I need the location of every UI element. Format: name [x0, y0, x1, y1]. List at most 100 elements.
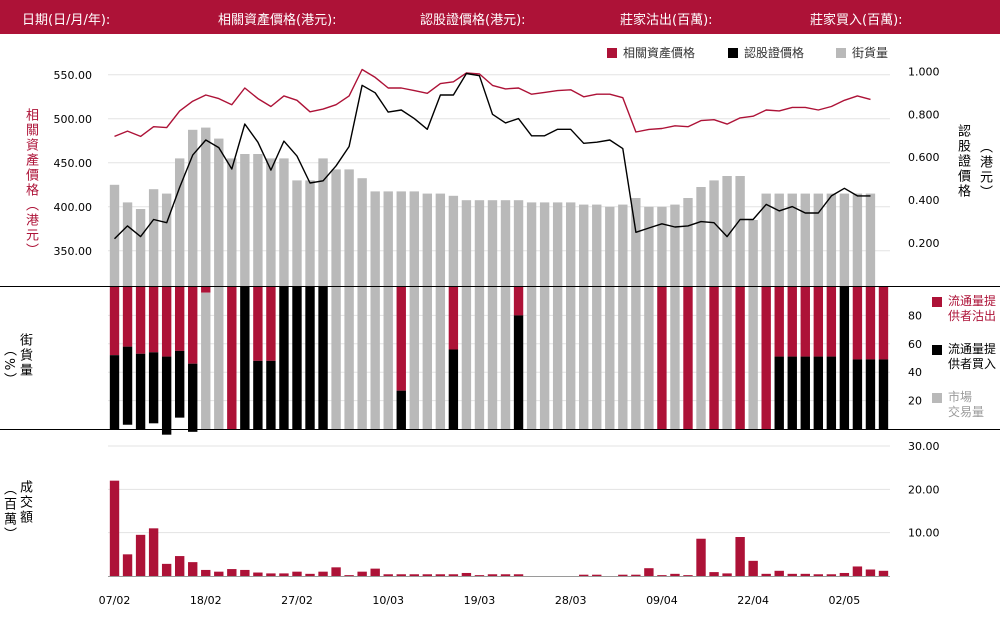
warrant-tick-label: 0.800 — [908, 108, 940, 121]
lp-sold-bar — [735, 287, 745, 429]
outstanding-bar — [396, 191, 406, 286]
lp-sold-bar — [122, 287, 133, 347]
turnover-bar — [214, 571, 224, 576]
lp-sold-bar — [148, 287, 159, 353]
turnover-bar — [305, 573, 315, 576]
turnover-bar — [344, 575, 354, 576]
underlying-tick-label: 450.00 — [54, 157, 93, 170]
legend-warrant-label: 認股證價格 — [744, 46, 805, 60]
lp-sold-bar — [174, 287, 185, 351]
legend-outstanding-swatch — [836, 48, 846, 58]
outstanding-bar — [383, 191, 393, 286]
outstanding-bar — [670, 204, 680, 286]
legend-underlying: 相關資產價格 — [607, 44, 695, 61]
outstanding-bar — [201, 127, 211, 286]
turnover-bar — [161, 563, 172, 576]
outstanding-bar — [787, 193, 797, 286]
market-volume-bar — [201, 292, 211, 429]
turnover-bar — [292, 571, 302, 576]
lp-sold-bar — [800, 287, 810, 357]
outstanding-bar — [709, 180, 719, 286]
outstanding-bar — [448, 195, 459, 286]
outstanding-bar — [240, 154, 250, 286]
lp-bought-bar — [188, 363, 198, 432]
turnover-bar — [435, 574, 446, 576]
outstanding-bar — [109, 184, 120, 286]
outstanding-bar — [526, 202, 537, 286]
lp-bought-bar — [109, 355, 120, 429]
percent-tick-label: 80 — [908, 309, 922, 322]
turnover-bar — [227, 569, 237, 576]
lp-sold-label: 莊家沽出(百萬): — [620, 13, 713, 28]
turnover-bar — [631, 574, 641, 576]
turnover-tick-label: 30.00 — [908, 440, 940, 453]
turnover-bar — [683, 575, 693, 576]
x-tick-label: 09/04 — [646, 594, 678, 607]
warrant-tick-label: 0.200 — [908, 237, 940, 250]
legend-market-volume-line2: 交易量 — [948, 405, 985, 419]
legend-lp-bought: 流通量提 供者買入 — [932, 342, 1000, 374]
legend-market-volume-swatch — [932, 393, 942, 403]
x-tick-label: 10/03 — [372, 594, 404, 607]
lp-bought-bar — [826, 356, 837, 429]
market-volume-bar — [500, 287, 511, 429]
legend-lp-sold-line1: 流通量提 — [948, 294, 997, 308]
market-volume-bar — [487, 287, 498, 429]
legend-underlying-swatch — [607, 48, 617, 58]
date-label: 日期(日/月/年): — [22, 13, 111, 28]
outstanding-bar — [696, 187, 706, 286]
warrant-axis-unit: （港元） — [977, 140, 992, 200]
lp-sold-bar — [253, 287, 263, 361]
legend-lp-sold-swatch — [932, 297, 942, 307]
lp-bought-bar — [878, 359, 889, 429]
underlying-tick-label: 550.00 — [54, 69, 93, 82]
lp-sold-bar — [266, 287, 276, 361]
turnover-bar — [461, 572, 472, 576]
market-volume-bar — [422, 287, 433, 429]
outstanding-bar — [331, 169, 341, 286]
legend-lp-bought-line1: 流通量提 — [948, 342, 997, 356]
outstanding-bar — [227, 158, 237, 286]
x-tick-label: 02/05 — [829, 594, 861, 607]
legend-market-volume-line1: 市場 — [948, 390, 973, 404]
outstanding-bar — [370, 191, 380, 286]
legend-lp-sold: 流通量提 供者沽出 — [932, 294, 1000, 326]
lp-bought-bar — [787, 356, 797, 429]
lp-sold-bar — [201, 287, 211, 293]
turnover-tick-label: 10.00 — [908, 527, 940, 540]
outstanding-bar — [279, 158, 289, 286]
turnover-bar — [787, 573, 797, 576]
market-volume-bar — [748, 287, 758, 429]
legend-lp-bought-line2: 供者買入 — [948, 357, 997, 371]
market-volume-bar — [644, 287, 654, 429]
turnover-bar — [253, 572, 263, 576]
turnover-axis-unit: （百萬） — [1, 482, 16, 542]
turnover-bar — [383, 574, 393, 576]
warrant-chart: 350.00 400.00 450.00 500.00 550.00 0.200 0.400… — [0, 65, 1000, 607]
market-volume-bar — [370, 287, 380, 429]
percent-axis-unit: （%） — [1, 343, 16, 388]
x-tick-label: 18/02 — [190, 594, 222, 607]
percent-tick-label: 40 — [908, 366, 922, 379]
header-bar: 日期(日/月/年): 相關資產價格(港元): 認股證價格(港元): 莊家沽出(百… — [0, 0, 1000, 34]
underlying-axis-title: 相關資產價格（港元） — [23, 108, 38, 258]
outstanding-bar — [188, 129, 198, 286]
warrant-axis-title: 認股證價格 — [955, 124, 970, 199]
outstanding-bar — [865, 193, 876, 286]
lp-bought-bar — [774, 356, 784, 429]
market-volume-bar — [670, 287, 680, 429]
outstanding-bar — [474, 200, 485, 286]
outstanding-bar — [722, 176, 732, 286]
market-volume-bar — [605, 287, 615, 429]
lp-sold-bar — [787, 287, 797, 357]
market-volume-bar — [474, 287, 485, 429]
legend-market-volume: 市場 交易量 — [932, 390, 1000, 422]
outstanding-bar — [292, 180, 302, 286]
market-volume-bar — [722, 287, 732, 429]
turnover-bar — [188, 562, 198, 576]
outstanding-bar — [357, 178, 367, 286]
lp-bought-bar — [800, 356, 810, 429]
outstanding-bar — [135, 209, 146, 286]
warrant-price-line — [114, 72, 871, 240]
legend-outstanding: 街貨量 — [836, 44, 888, 61]
